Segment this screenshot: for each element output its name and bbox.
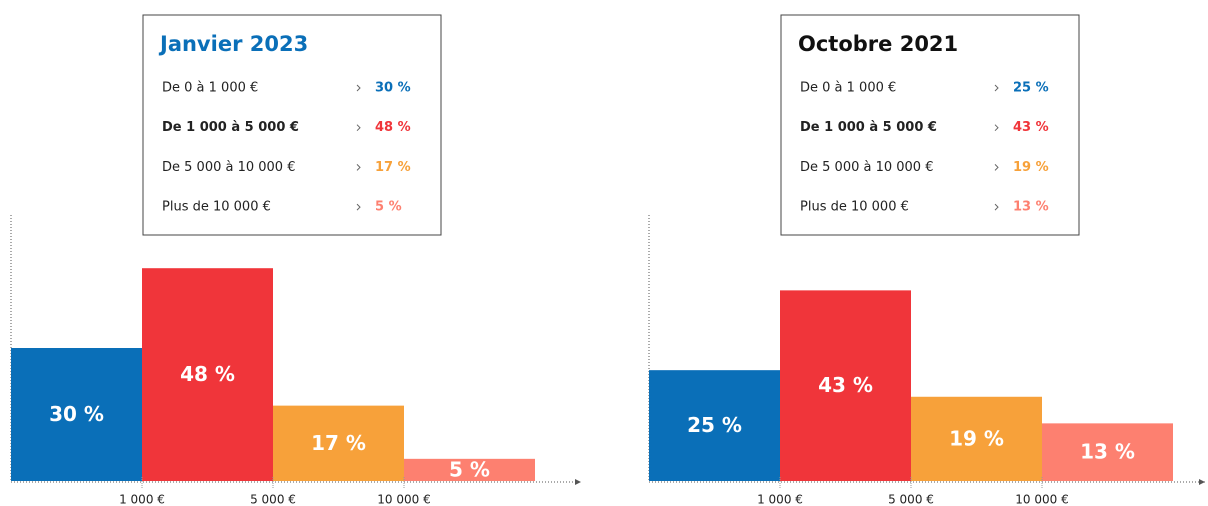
legend-chevron [356,203,361,211]
legend-title: Octobre 2021 [798,32,958,56]
bar [273,405,404,481]
legend-label: De 5 000 à 10 000 € [800,160,933,175]
legend-value: 48 % [375,120,411,135]
legend-label: De 5 000 à 10 000 € [162,160,295,175]
legend-value: 13 % [1013,200,1049,215]
legend-value: 5 % [375,200,402,215]
bar-label: 19 % [949,426,1004,450]
legend-chevron [356,84,361,92]
legend-chevron [356,124,361,132]
legend-chevron [994,203,999,211]
bar [11,348,142,481]
bar-label: 17 % [311,431,366,455]
x-tick-label: 5 000 € [888,493,934,506]
x-axis-arrow [1199,479,1205,485]
bar-label: 5 % [449,457,490,481]
bar-label: 25 % [687,413,742,437]
legend-box [780,14,1080,236]
x-tick-label: 5 000 € [250,493,296,506]
bar [649,370,780,481]
legend-label: De 1 000 à 5 000 € [800,120,937,135]
bar-label: 48 % [180,362,235,386]
bar-label: 43 % [818,373,873,397]
legend-value: 25 % [1013,81,1049,96]
bar [404,458,535,481]
legend-value: 30 % [375,81,411,96]
x-tick-label: 1 000 € [119,493,165,506]
bar [911,396,1042,481]
legend-label: Plus de 10 000 € [800,200,909,215]
bar [780,290,911,481]
legend-value: 17 % [375,160,411,175]
legend-label: De 0 à 1 000 € [800,81,896,96]
legend-value: 19 % [1013,160,1049,175]
legend-title: Janvier 2023 [158,32,308,56]
bar [142,268,273,481]
legend-label: Plus de 10 000 € [162,200,271,215]
legend-chevron [994,84,999,92]
legend-chevron [994,124,999,132]
legend-box [142,14,442,236]
legend-label: De 1 000 à 5 000 € [162,120,299,135]
bar-label: 13 % [1080,440,1135,464]
legend-chevron [994,164,999,171]
x-axis-arrow [575,479,581,485]
x-tick-label: 1 000 € [757,493,803,506]
legend-label: De 0 à 1 000 € [162,81,258,96]
legend-chevron [356,164,361,171]
bar-label: 30 % [49,402,104,426]
x-tick-label: 10 000 € [1015,493,1068,506]
x-tick-label: 10 000 € [377,493,430,506]
bar [1042,423,1173,481]
legend-value: 43 % [1013,120,1049,135]
